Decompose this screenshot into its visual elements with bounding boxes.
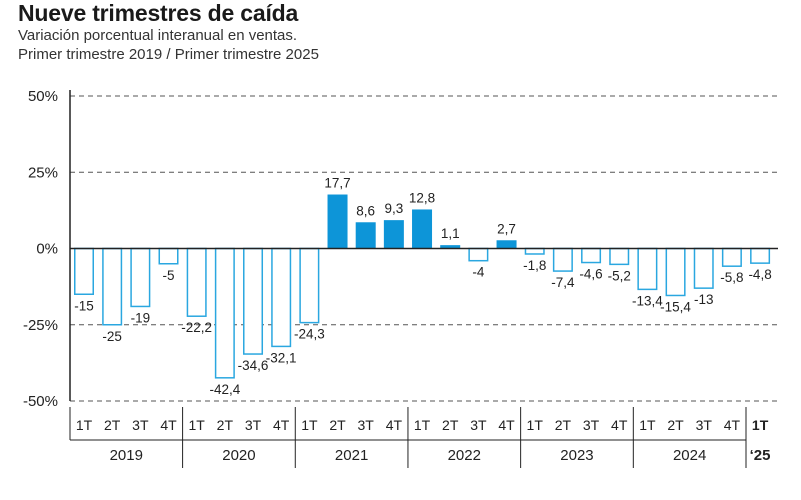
bar <box>721 247 742 267</box>
data-label: -42,4 <box>209 382 240 397</box>
bar <box>243 247 264 355</box>
bar <box>299 247 320 324</box>
bar <box>158 247 179 265</box>
bar <box>665 247 686 297</box>
data-label: -5,2 <box>608 268 631 283</box>
year-label: 2020 <box>222 447 255 464</box>
x-tick-label: 4T <box>273 417 290 433</box>
x-axis: 1T 2T 3T 4T 1T 2T 3T 4T 1T 2T 3T 4T 1T 2T 3T 4T 1T 2T 3T 4T… <box>69 407 771 468</box>
data-label: 8,6 <box>356 203 375 218</box>
x-tick-label: 2T <box>667 417 684 433</box>
x-tick-label: 2T <box>555 417 572 433</box>
x-tick-label: 2T <box>217 417 234 433</box>
x-tick-label: 4T <box>160 417 177 433</box>
x-tick-label: 4T <box>724 417 741 433</box>
data-labels: -15 -25 -19 -5 -22,2 -42,4 -34,6-32,1 -24,3 17,7… <box>74 176 771 397</box>
bar <box>271 247 292 348</box>
y-tick-label: 0% <box>36 241 58 258</box>
x-tick-label: 1T <box>189 417 206 433</box>
year-label: 2023 <box>560 447 593 464</box>
y-tick-label: -50% <box>23 393 58 410</box>
year-label: 2019 <box>110 447 143 464</box>
x-tick-label: 3T <box>245 417 262 433</box>
data-label: -5 <box>163 268 175 283</box>
x-tick-label: 1T <box>752 417 769 433</box>
data-label: -19 <box>131 310 151 325</box>
bar <box>74 247 94 295</box>
x-tick-label: 3T <box>470 417 487 433</box>
year-label: ‘25 <box>750 447 771 464</box>
y-tick-label: -25% <box>23 317 58 334</box>
bar <box>412 209 433 249</box>
y-tick-label: 25% <box>28 164 58 181</box>
bar <box>383 220 404 249</box>
year-label: 2021 <box>335 447 368 464</box>
x-tick-label: 4T <box>386 417 403 433</box>
data-label: 9,3 <box>384 201 403 216</box>
x-tick-label: 3T <box>583 417 600 433</box>
data-label: 12,8 <box>409 190 435 205</box>
data-label: -4,8 <box>748 267 771 282</box>
data-label: -15 <box>74 298 94 313</box>
x-tick-label: 3T <box>696 417 713 433</box>
bar <box>327 194 348 249</box>
axes <box>69 90 778 401</box>
x-tick-label: 4T <box>498 417 515 433</box>
data-label: -4 <box>472 265 484 280</box>
bar <box>750 247 771 264</box>
gridlines: 50% 25% 0% -25% -50% <box>23 88 778 410</box>
x-tick-label: 1T <box>527 417 544 433</box>
x-tick-label: 1T <box>301 417 318 433</box>
bar <box>468 247 489 262</box>
y-tick-label: 50% <box>28 88 58 105</box>
year-label: 2024 <box>673 447 706 464</box>
x-tick-label: 2T <box>104 417 121 433</box>
data-label: 1,1 <box>441 226 460 241</box>
data-label: -1,8 <box>523 258 546 273</box>
subtitle-line-2: Primer trimestre 2019 / Primer trimestre… <box>18 46 319 63</box>
data-label: -13,4 <box>632 293 663 308</box>
bar <box>609 247 630 266</box>
data-label: -34,6 <box>238 358 269 373</box>
data-label: -15,4 <box>660 299 691 314</box>
bar <box>552 247 573 272</box>
bar <box>440 245 461 249</box>
data-label: -24,3 <box>294 327 325 342</box>
data-label: -13 <box>694 292 714 307</box>
bar <box>693 247 714 289</box>
bar <box>355 222 376 249</box>
x-tick-label: 1T <box>639 417 656 433</box>
x-tick-label: 2T <box>329 417 346 433</box>
x-tick-label: 2T <box>442 417 459 433</box>
x-tick-label: 4T <box>611 417 628 433</box>
data-label: -32,1 <box>266 350 297 365</box>
data-label: 17,7 <box>324 176 350 191</box>
bar <box>637 247 658 291</box>
data-label: -25 <box>102 329 122 344</box>
bar <box>214 247 235 379</box>
bar <box>524 247 545 255</box>
data-label: -22,2 <box>181 320 212 335</box>
x-tick-label: 1T <box>76 417 93 433</box>
data-label: 2,7 <box>497 221 516 236</box>
bar <box>130 247 151 308</box>
x-tick-label: 1T <box>414 417 431 433</box>
bar <box>102 247 123 326</box>
data-label: -7,4 <box>551 275 575 290</box>
x-tick-label: 3T <box>132 417 149 433</box>
x-tick-label: 3T <box>358 417 375 433</box>
bar <box>496 240 517 249</box>
chart-subtitle: Variación porcentual interanual en venta… <box>18 26 319 64</box>
data-label: -5,8 <box>720 270 743 285</box>
year-label: 2022 <box>448 447 481 464</box>
subtitle-line-1: Variación porcentual interanual en venta… <box>18 27 298 44</box>
bars <box>74 194 771 379</box>
data-label: -4,6 <box>579 267 602 282</box>
bar <box>581 247 602 264</box>
bar <box>186 247 207 317</box>
chart-title: Nueve trimestres de caída <box>18 0 299 26</box>
